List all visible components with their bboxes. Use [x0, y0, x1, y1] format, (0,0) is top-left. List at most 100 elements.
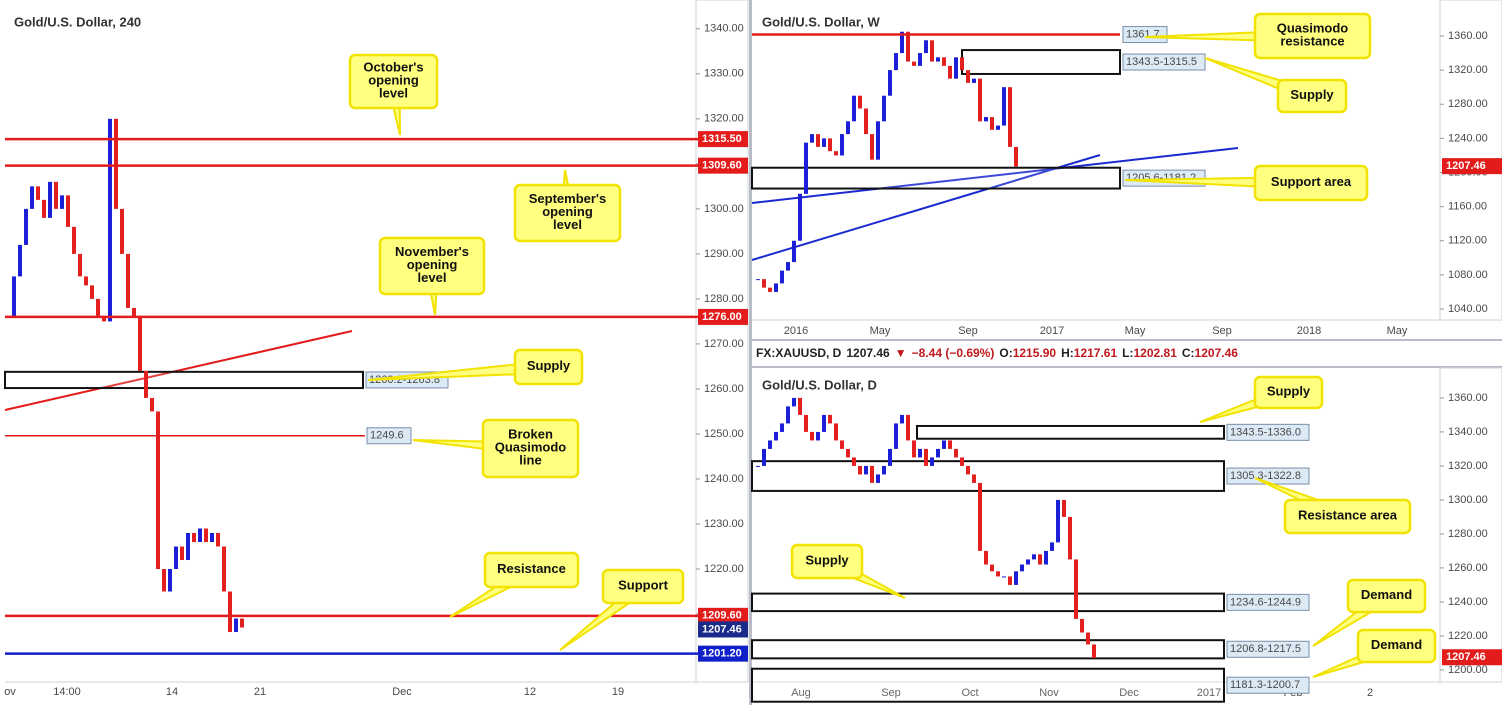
candle	[216, 532, 220, 547]
candle	[78, 253, 82, 277]
candle	[156, 411, 160, 570]
x-tick-label: 14:00	[53, 686, 81, 698]
level-label-box	[698, 157, 748, 174]
candle	[978, 482, 982, 551]
candle	[18, 244, 22, 277]
callout-box	[790, 543, 864, 580]
candle	[828, 138, 832, 152]
candle	[864, 108, 868, 135]
y-tick-label: 1300.00	[1448, 494, 1488, 506]
candle	[936, 57, 940, 62]
trendline	[751, 154, 1101, 261]
candle	[894, 423, 898, 449]
y-tick-label: 1080.00	[1448, 269, 1488, 281]
candle	[768, 440, 772, 449]
callout-box	[1283, 498, 1412, 535]
candle	[996, 125, 1000, 130]
candle	[1002, 87, 1006, 126]
candle	[48, 181, 52, 218]
level-label: 1209.60	[702, 610, 742, 622]
callout-box	[1276, 78, 1348, 114]
info-segment: O:	[999, 346, 1012, 360]
y-tick-label: 1200.00	[1448, 664, 1488, 676]
price-axis	[1439, 367, 1502, 683]
candle	[798, 397, 802, 415]
candle	[954, 448, 958, 458]
candle	[984, 550, 988, 565]
zone-label: 1305.3-1322.8	[1230, 470, 1301, 482]
candle	[984, 117, 988, 122]
callout-line: level	[379, 86, 408, 101]
candle	[1002, 576, 1006, 578]
zone-label: 1181.3-1200.7	[1230, 679, 1300, 691]
candle	[804, 142, 808, 194]
candle	[906, 414, 910, 441]
candle	[966, 70, 970, 83]
y-tick-label: 1250.00	[704, 428, 744, 440]
divider	[749, 0, 752, 705]
candle	[1080, 618, 1084, 633]
x-tick-label: Oct	[961, 687, 978, 699]
candle	[1062, 499, 1066, 517]
candle	[756, 279, 760, 281]
candle	[816, 134, 820, 147]
candle	[918, 53, 922, 66]
candle	[918, 448, 922, 458]
y-tick-label: 1240.00	[1448, 132, 1488, 144]
x-tick-label: 2016	[784, 325, 808, 337]
x-tick-label: Aug	[791, 687, 811, 699]
info-segment: ▼	[895, 346, 907, 360]
zone-label: 1343.5-1315.5	[1126, 56, 1197, 68]
y-tick-label: 1340.00	[704, 23, 744, 35]
y-tick-label: 1120.00	[1448, 235, 1487, 247]
chart-panel: Gold/U.S. Dollar, D 1200.00 1220.00 1240.00…	[751, 367, 1502, 703]
candle	[906, 31, 910, 62]
candle	[942, 57, 946, 66]
y-tick-label: 1290.00	[704, 248, 744, 260]
callout-text: Support area	[1271, 174, 1352, 189]
level-label-box	[1122, 26, 1168, 44]
candle	[888, 448, 892, 466]
info-segment: L:	[1122, 346, 1133, 360]
candle	[36, 186, 40, 200]
y-tick-label: 1280.00	[704, 293, 744, 305]
callout-box	[1253, 375, 1324, 410]
zone	[751, 667, 1225, 703]
y-tick-label: 1320.00	[704, 113, 744, 125]
candle	[996, 571, 1000, 577]
chart-title: Gold/U.S. Dollar, 240	[14, 14, 141, 29]
y-tick-label: 1300.00	[704, 203, 744, 215]
last-price: 1207.46	[1446, 651, 1486, 663]
zone-label: 1343.5-1336.0	[1230, 426, 1301, 438]
candle	[84, 276, 88, 286]
y-tick-label: 1220.00	[704, 563, 744, 575]
candle	[30, 186, 34, 209]
candle	[24, 208, 28, 245]
candle	[786, 262, 790, 271]
candle	[1092, 644, 1096, 659]
candle	[852, 457, 856, 466]
y-tick-label: 1040.00	[1448, 303, 1488, 315]
last-price: 1207.46	[702, 623, 742, 635]
callout-line: November's	[395, 244, 469, 259]
candle	[72, 226, 76, 254]
x-tick-label: Dec	[1119, 687, 1139, 699]
info-text: FX:XAUUSD, D 1207.46 ▼ −8.44 (−0.69%) O:1215…	[756, 346, 1238, 360]
x-tick-label: 2	[1367, 687, 1373, 699]
zone	[916, 424, 1225, 440]
candle	[1044, 550, 1048, 565]
candle	[834, 151, 838, 156]
candle	[1032, 554, 1036, 560]
y-tick-label: 1320.00	[1448, 64, 1488, 76]
callout-line: Supply	[805, 553, 849, 568]
candle	[42, 199, 46, 218]
callout-line: Resistance area	[1298, 508, 1398, 523]
candle	[966, 465, 970, 475]
y-tick-label: 1220.00	[1448, 630, 1488, 642]
y-tick-label: 1160.00	[1448, 201, 1487, 213]
callout-line: September's	[529, 191, 607, 206]
candle	[858, 465, 862, 475]
level-label-box	[698, 131, 748, 148]
callout-line: line	[519, 453, 541, 468]
